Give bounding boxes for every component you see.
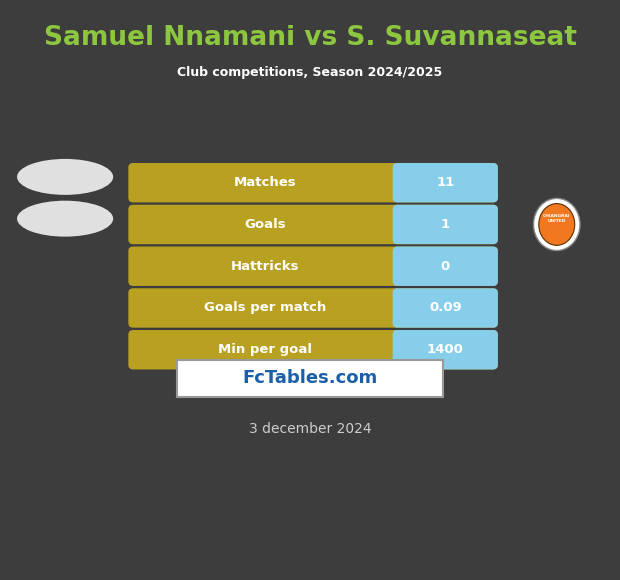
Text: Goals per match: Goals per match (205, 302, 327, 314)
Text: Min per goal: Min per goal (218, 343, 312, 356)
Text: 1: 1 (441, 218, 450, 231)
FancyBboxPatch shape (128, 288, 498, 328)
FancyBboxPatch shape (128, 205, 498, 244)
FancyBboxPatch shape (128, 330, 498, 369)
Text: Goals: Goals (245, 218, 286, 231)
FancyBboxPatch shape (392, 205, 498, 244)
Ellipse shape (17, 201, 113, 237)
Ellipse shape (17, 159, 113, 195)
Text: Hattricks: Hattricks (231, 260, 299, 273)
FancyBboxPatch shape (177, 360, 443, 397)
FancyBboxPatch shape (392, 163, 498, 202)
Text: Matches: Matches (234, 176, 297, 189)
Text: CHIANGRAI
UNITED: CHIANGRAI UNITED (543, 215, 570, 223)
FancyBboxPatch shape (128, 246, 498, 286)
Text: 11: 11 (436, 176, 454, 189)
Text: 0.09: 0.09 (429, 302, 462, 314)
Text: 0: 0 (441, 260, 450, 273)
Ellipse shape (539, 204, 575, 245)
FancyBboxPatch shape (128, 163, 498, 202)
Ellipse shape (533, 198, 580, 251)
Text: Samuel Nnamani vs S. Suvannaseat: Samuel Nnamani vs S. Suvannaseat (43, 25, 577, 50)
Text: FcTables.com: FcTables.com (242, 369, 378, 387)
FancyBboxPatch shape (392, 246, 498, 286)
FancyBboxPatch shape (392, 330, 498, 369)
FancyBboxPatch shape (392, 288, 498, 328)
Text: 3 december 2024: 3 december 2024 (249, 422, 371, 436)
Text: Club competitions, Season 2024/2025: Club competitions, Season 2024/2025 (177, 66, 443, 79)
Text: 1400: 1400 (427, 343, 464, 356)
